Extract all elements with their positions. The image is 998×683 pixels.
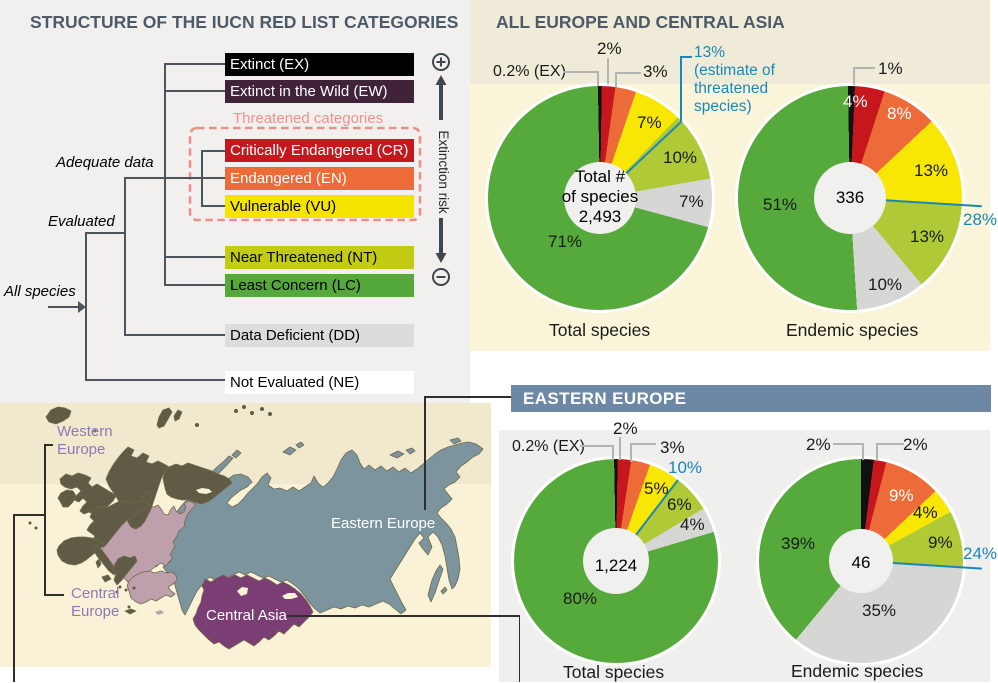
svg-text:Extinction risk: Extinction risk — [436, 130, 451, 214]
